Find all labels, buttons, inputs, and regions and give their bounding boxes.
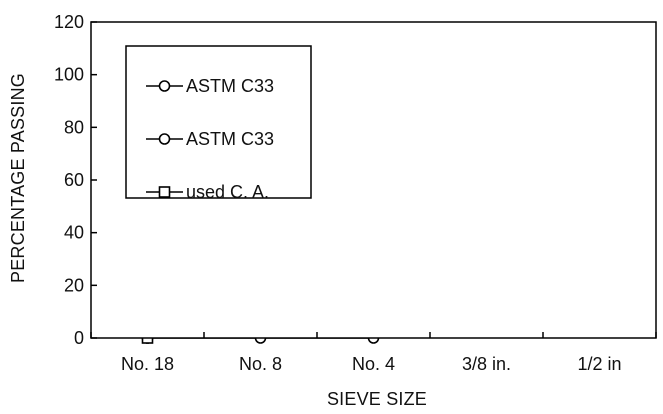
legend-marker: [158, 80, 171, 92]
x-axis-title: SIEVE SIZE: [327, 389, 427, 409]
x-tick-label: 1/2 in: [577, 354, 621, 374]
legend-marker: [158, 186, 171, 198]
legend: ASTM C33 ASTM C33 used C. A.: [125, 45, 312, 202]
legend-item: used C. A.: [146, 182, 269, 202]
x-tick-label: No. 18: [121, 354, 174, 374]
legend-box: [125, 45, 312, 199]
x-tick-label: No. 8: [239, 354, 282, 374]
y-tick-label: 60: [64, 170, 84, 190]
legend-marker: [158, 133, 171, 145]
y-axis-title: PERCENTAGE PASSING: [8, 73, 28, 283]
legend-label: ASTM C33: [186, 76, 274, 96]
legend-item: ASTM C33: [146, 129, 274, 149]
y-tick-label: 100: [54, 65, 84, 85]
legend-label: used C. A.: [186, 182, 269, 202]
x-tick-label: No. 4: [352, 354, 395, 374]
legend-item: ASTM C33: [146, 76, 274, 96]
x-tick-label: 3/8 in.: [462, 354, 511, 374]
y-tick-label: 120: [54, 12, 84, 32]
legend-label: ASTM C33: [186, 129, 274, 149]
y-tick-label: 40: [64, 223, 84, 243]
y-tick-label: 0: [74, 328, 84, 348]
y-tick-label: 80: [64, 117, 84, 137]
y-tick-label: 20: [64, 275, 84, 295]
